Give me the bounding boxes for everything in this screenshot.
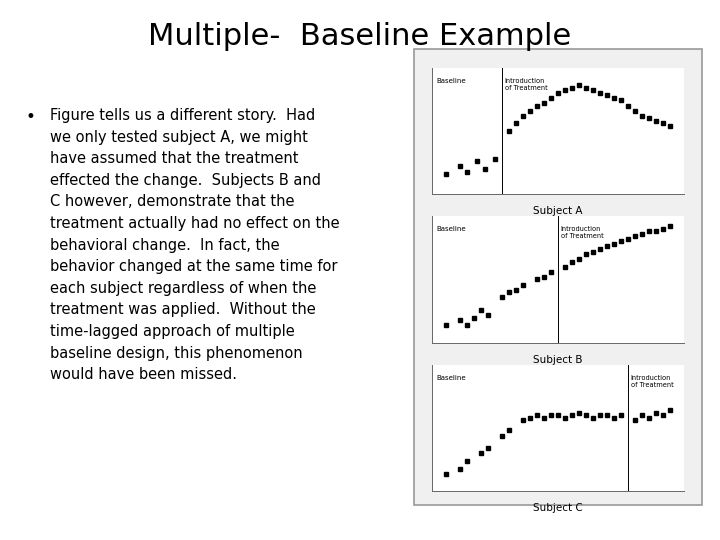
Text: Figure tells us a different story.  Had
we only tested subject A, we might
have : Figure tells us a different story. Had w… (50, 108, 340, 382)
Text: Baseline: Baseline (436, 375, 466, 381)
Text: Baseline: Baseline (436, 78, 466, 84)
Text: Subject A: Subject A (534, 206, 582, 217)
Text: Subject B: Subject B (534, 355, 582, 365)
Text: Introduction
of Treatment: Introduction of Treatment (631, 375, 673, 388)
Text: Subject C: Subject C (533, 503, 583, 514)
Text: Multiple-  Baseline Example: Multiple- Baseline Example (148, 22, 572, 51)
Text: Introduction
of Treatment: Introduction of Treatment (505, 78, 547, 91)
Text: Baseline: Baseline (436, 226, 466, 232)
Text: •: • (25, 108, 35, 126)
Text: Introduction
of Treatment: Introduction of Treatment (561, 226, 603, 239)
